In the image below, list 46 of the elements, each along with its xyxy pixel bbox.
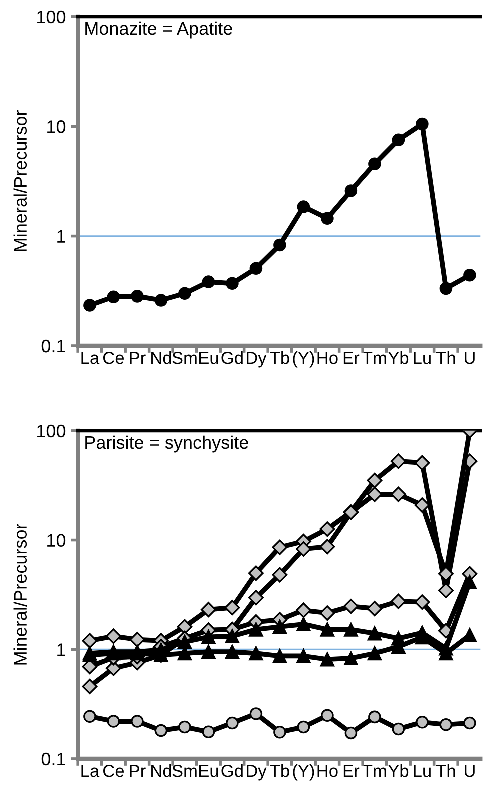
x-tick-label: (Y) [293, 764, 314, 781]
y-tick-label: 0.1 [42, 340, 66, 353]
x-tick-label: Tm [362, 765, 386, 778]
x-tick-label: U [465, 765, 475, 778]
x-tick-label: Pr [130, 765, 146, 778]
x-tick-label: Tm [362, 352, 386, 364]
y-axis-title: Mineral/Precursor [14, 110, 28, 252]
x-tick-label: Nd [152, 764, 172, 778]
y-tick-label: 0.1 [42, 752, 66, 766]
x-tick-label: Er [344, 352, 360, 364]
x-tick-label: Gd [222, 352, 243, 364]
x-tick-label: La [82, 765, 100, 778]
x-tick-label: Tb [270, 352, 290, 364]
x-tick-label: Th [436, 352, 456, 364]
x-tick-label: Eu [200, 352, 218, 364]
x-tick-label: Dy [247, 352, 267, 368]
x-tick-label: Lu [414, 352, 431, 364]
x-tick-label: Ce [103, 352, 124, 364]
y-tick-label: 1 [58, 230, 66, 243]
y-tick-label: 100 [38, 10, 66, 24]
x-tick-label: Sm [172, 764, 197, 778]
x-tick-label: Ho [318, 765, 338, 778]
x-tick-label: Yb [388, 352, 409, 364]
x-tick-label: Nd [152, 352, 172, 364]
x-tick-label: Th [436, 764, 456, 778]
x-tick-label: La [82, 352, 100, 364]
y-tick-label: 100 [38, 424, 66, 438]
x-tick-label: Ho [318, 352, 338, 364]
x-tick-label: U [465, 352, 475, 364]
x-tick-label: Er [344, 765, 360, 778]
x-tick-label: Pr [130, 352, 146, 364]
x-tick-label: Sm [172, 352, 197, 364]
chart-title: Parisite = synchysite [86, 436, 248, 453]
x-tick-label: Dy [247, 765, 267, 781]
y-tick-label: 10 [48, 120, 66, 134]
x-tick-label: Eu [200, 765, 218, 778]
x-tick-label: Lu [414, 765, 431, 778]
y-tick-label: 1 [58, 644, 66, 656]
chart-title: Monazite = Apatite [86, 22, 232, 39]
x-tick-label: Gd [222, 764, 243, 778]
x-tick-label: Ce [103, 764, 124, 778]
x-tick-label: Yb [388, 764, 409, 778]
y-axis-title: Mineral/Precursor [14, 524, 28, 665]
y-tick-label: 10 [48, 534, 66, 547]
x-tick-label: (Y) [293, 352, 314, 368]
x-tick-label: Tb [270, 764, 290, 778]
